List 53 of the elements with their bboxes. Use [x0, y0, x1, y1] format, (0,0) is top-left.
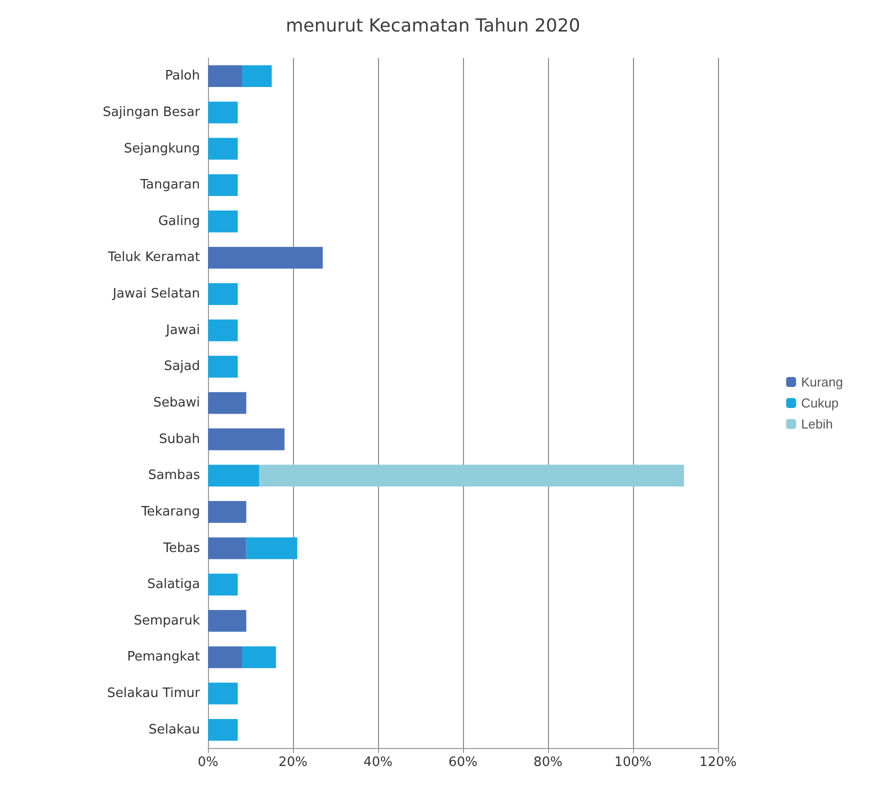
bar	[208, 210, 238, 232]
bar	[208, 428, 284, 450]
y-tick-label: Selakau	[148, 722, 200, 738]
bar	[208, 319, 238, 342]
bar	[259, 464, 684, 487]
bar	[208, 464, 259, 487]
y-tick-label: Sebawi	[153, 396, 200, 410]
y-tick-label: Galing	[158, 214, 200, 229]
legend-label: Kurang	[801, 374, 843, 390]
bar	[208, 283, 238, 305]
bar	[208, 102, 238, 124]
y-tick-label: Teluk Keramat	[106, 250, 200, 266]
y-tick-label: Selakau Timur	[107, 686, 201, 702]
x-tick-label: 120%	[699, 755, 737, 770]
legend-label: Lebih	[801, 416, 833, 432]
y-tick-label: Sajingan Besar	[102, 104, 201, 120]
legend-label: Cukup	[801, 396, 839, 410]
bar	[208, 682, 238, 704]
chart-title: menurut Kecamatan Tahun 2020	[286, 16, 580, 36]
y-tick-label: Sejangkung	[124, 141, 200, 156]
y-tick-label: Salatiga	[147, 577, 200, 592]
y-tick-label: Sambas	[148, 468, 200, 484]
y-tick-label: Pemangkat	[127, 650, 200, 665]
x-tick-label: 100%	[614, 755, 652, 770]
x-tick-label: 40%	[364, 755, 392, 770]
bar	[208, 174, 238, 196]
bar	[208, 138, 238, 160]
bar	[208, 537, 246, 560]
bar	[208, 356, 238, 378]
bar	[246, 537, 298, 560]
y-tick-label: Paloh	[164, 68, 200, 84]
bar	[242, 65, 272, 88]
y-tick-label: Tangaran	[139, 178, 200, 193]
bar	[208, 501, 246, 523]
y-tick-label: Jawai	[164, 322, 200, 338]
bar	[208, 65, 242, 88]
y-tick-label: Sajad	[164, 359, 200, 374]
bar	[208, 646, 242, 668]
bar	[208, 610, 246, 632]
bar	[208, 392, 246, 414]
y-tick-label: Semparuk	[134, 613, 200, 628]
x-tick-label: 60%	[448, 755, 478, 770]
y-tick-label: Tekarang	[140, 504, 200, 520]
x-tick-label: 0%	[198, 755, 218, 770]
x-tick-label: 80%	[534, 755, 562, 770]
y-tick-label: Subah	[159, 432, 200, 447]
x-tick-label: 20%	[278, 755, 308, 770]
y-tick-label: Jawai Selatan	[112, 286, 200, 302]
bar	[242, 646, 276, 668]
y-tick-label: Tebas	[162, 540, 200, 556]
bar	[208, 718, 238, 741]
bar	[208, 246, 323, 269]
bar	[208, 574, 238, 596]
